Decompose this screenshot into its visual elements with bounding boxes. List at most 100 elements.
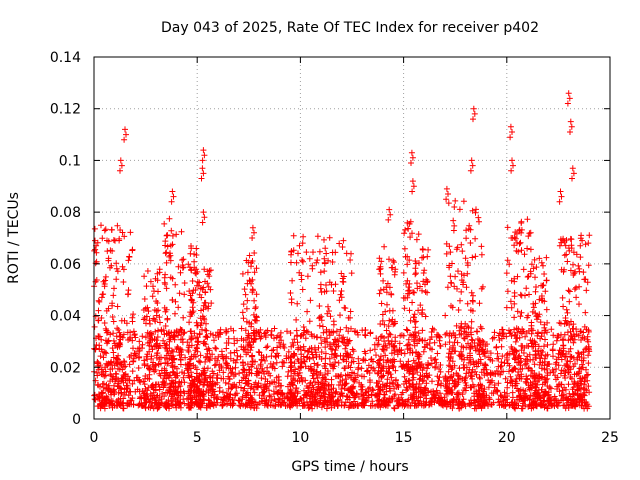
data-point [266,392,273,399]
data-point [211,362,218,369]
data-point [169,232,176,239]
data-point [402,362,409,369]
data-point [362,332,369,339]
data-point [419,337,426,344]
data-point [237,353,244,360]
data-point [253,384,260,391]
data-point [147,278,154,285]
data-point [263,353,270,360]
data-point [120,331,127,338]
data-point [172,310,178,317]
data-point [377,321,384,327]
data-point [461,356,468,363]
data-point [308,331,315,338]
data-point [446,243,453,250]
data-point [170,395,176,402]
data-point [143,353,150,360]
data-point [404,225,411,232]
data-point [284,328,290,335]
data-point [234,337,241,344]
data-point [446,357,453,364]
data-point [213,396,220,403]
data-point [146,366,153,373]
data-point [323,405,330,412]
data-point [256,349,263,356]
data-point [343,393,350,400]
data-point [144,387,151,394]
data-point [478,243,485,250]
data-point [110,292,117,299]
data-point [299,378,306,385]
data-point [248,280,255,287]
data-point [474,328,481,335]
data-point [122,126,128,133]
data-point [303,328,310,335]
data-point [470,292,476,299]
data-point [96,333,103,340]
data-point [405,341,412,348]
data-point [443,330,450,337]
data-point [110,349,117,356]
data-point [498,343,505,350]
data-point [513,348,520,355]
data-point [361,373,368,380]
data-point [568,242,575,249]
data-point [229,384,236,391]
data-point [484,370,491,377]
data-point [304,273,311,280]
data-point [161,365,168,372]
data-point [212,344,219,351]
data-point [437,342,443,349]
data-point [508,277,515,284]
data-point [561,266,568,273]
data-point [271,365,278,372]
data-point [512,229,519,236]
data-point [330,321,337,328]
data-point [511,242,518,249]
data-point [248,320,255,327]
data-point [162,323,169,329]
data-point [566,288,573,295]
data-point [161,340,168,347]
data-point [564,258,571,265]
data-point [168,198,175,205]
data-point [572,268,579,275]
data-point [445,200,452,207]
data-point [174,389,181,396]
data-point [207,330,214,337]
data-point [509,129,515,135]
data-point [168,227,175,234]
data-point [144,304,151,311]
data-point [173,327,180,334]
data-point [548,326,555,333]
data-point [530,265,537,272]
data-point [495,355,502,362]
data-point [500,368,507,375]
data-point [124,291,131,298]
data-point [585,371,591,378]
data-point [323,376,329,383]
data-point [114,222,121,229]
data-point [187,360,194,367]
data-point [166,390,173,397]
data-point [570,325,577,332]
data-point [261,370,268,377]
data-point [420,402,427,409]
data-point [267,402,274,409]
data-point [288,353,294,360]
data-point [429,325,436,332]
data-point [423,380,430,387]
data-point [248,383,255,390]
data-point [213,374,220,381]
data-point [562,362,568,369]
data-point [194,348,201,355]
data-point [511,278,518,285]
data-point [382,352,389,359]
data-point [583,366,589,373]
data-point [116,385,123,392]
data-point [395,402,402,409]
data-point [181,390,188,397]
data-point [141,273,148,280]
data-point [542,352,549,359]
data-point [387,211,394,218]
